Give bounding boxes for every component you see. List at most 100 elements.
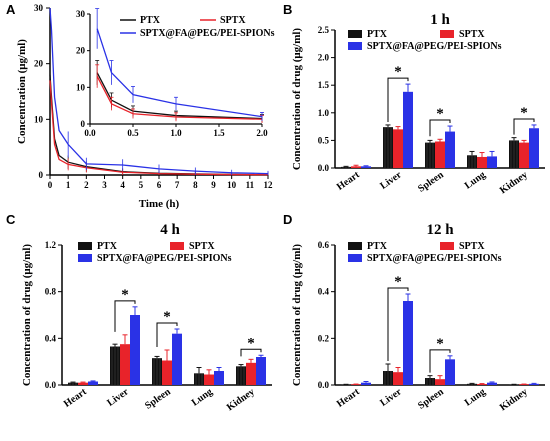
panel-letter-d: D bbox=[283, 212, 292, 227]
legend-swatch bbox=[78, 254, 92, 262]
bar bbox=[351, 384, 361, 385]
legend-label: SPTX bbox=[220, 15, 246, 26]
legend-swatch bbox=[348, 254, 362, 262]
legend-swatch bbox=[348, 42, 362, 50]
legend-label: PTX bbox=[367, 241, 388, 252]
bar bbox=[204, 374, 214, 385]
x-tick-label: 3 bbox=[102, 180, 107, 190]
panel-title: 1 h bbox=[430, 12, 450, 28]
bar bbox=[529, 128, 539, 168]
bar bbox=[529, 383, 539, 385]
panel-letter-a: A bbox=[6, 2, 16, 17]
bar bbox=[445, 359, 455, 385]
panel-b: 0.0 0.5 1.0 1.5 2.0 2.5 Concentration of drug … bbox=[291, 12, 545, 196]
panel-title: 12 h bbox=[426, 222, 454, 238]
significance-star: * bbox=[436, 336, 444, 352]
inset: 0 10 20 30 0.0 0.5 1.0 1.5 2.0 PTX SPTX SPTX@FA@PEG… bbox=[76, 8, 275, 138]
bar bbox=[403, 301, 413, 385]
bar bbox=[130, 315, 140, 385]
legend-label: SPTX@FA@PEG/PEI-SPIONs bbox=[367, 253, 502, 264]
y-tick-label: 0 bbox=[39, 170, 44, 180]
x-tick-label: 6 bbox=[157, 180, 162, 190]
y-tick-label: 0.0 bbox=[318, 380, 330, 390]
category-label: Liver bbox=[378, 169, 404, 192]
y-tick-label: 0.0 bbox=[45, 380, 57, 390]
category-label: Heart bbox=[335, 169, 362, 193]
legend-label: PTX bbox=[140, 15, 161, 26]
legend-swatch bbox=[170, 242, 184, 250]
x-axis-title: Time (h) bbox=[139, 198, 180, 210]
category-label: Heart bbox=[62, 386, 89, 410]
y-tick-label: 20 bbox=[34, 59, 44, 69]
x-tick-label: 7 bbox=[175, 180, 180, 190]
category-label: Lung bbox=[190, 386, 215, 408]
y-tick-label: 0.0 bbox=[318, 163, 330, 173]
y-axis-title: Concentration of drug (μg/ml) bbox=[291, 244, 303, 387]
bar bbox=[214, 371, 224, 385]
bar bbox=[88, 381, 98, 385]
inset-series-sptx-fa-peg-pei-spions bbox=[95, 8, 264, 121]
significance-bracket bbox=[240, 348, 262, 357]
bar bbox=[256, 357, 266, 385]
significance-star: * bbox=[520, 105, 528, 121]
y-tick-label: 0.4 bbox=[45, 333, 57, 343]
category-label: Kidney bbox=[498, 386, 530, 413]
category-label: Spleen bbox=[416, 386, 446, 412]
x-tick-label: 5 bbox=[139, 180, 144, 190]
significance-bracket bbox=[114, 300, 136, 332]
panel-letter-b: B bbox=[283, 2, 292, 17]
inset-y-tick-label: 30 bbox=[76, 9, 86, 19]
legend-swatch bbox=[348, 30, 362, 38]
legend-swatch bbox=[78, 242, 92, 250]
significance-star: * bbox=[247, 335, 255, 351]
category-label: Liver bbox=[105, 386, 131, 409]
x-tick-label: 0 bbox=[48, 180, 53, 190]
category-label: Liver bbox=[378, 386, 404, 409]
bar bbox=[487, 156, 497, 168]
x-tick-label: 12 bbox=[264, 180, 274, 190]
significance-bracket bbox=[387, 287, 409, 361]
y-tick-label: 0.2 bbox=[318, 333, 330, 343]
significance-star: * bbox=[121, 287, 129, 303]
category-label: Lung bbox=[463, 169, 488, 191]
legend-label: SPTX@FA@PEG/PEI-SPIONs bbox=[97, 253, 232, 264]
legend-a: PTX SPTX SPTX@FA@PEG/PEI-SPIONs bbox=[120, 15, 275, 39]
significance-star: * bbox=[394, 64, 402, 80]
significance-bracket bbox=[429, 349, 451, 373]
panel-letter-c: C bbox=[6, 212, 16, 227]
bar bbox=[477, 156, 487, 168]
bar bbox=[120, 344, 130, 385]
x-tick-label: 10 bbox=[227, 180, 237, 190]
inset-series-sptx bbox=[95, 64, 264, 124]
category-label: Kidney bbox=[225, 386, 257, 413]
category-label: Lung bbox=[463, 386, 488, 408]
inset-x-tick-label: 2.0 bbox=[256, 128, 268, 138]
legend-label: SPTX bbox=[459, 29, 485, 40]
significance-bracket bbox=[513, 118, 535, 135]
y-axis-title: Concentration of drug (μg/ml) bbox=[21, 244, 33, 387]
bar bbox=[246, 362, 256, 385]
y-tick-label: 1.2 bbox=[45, 240, 57, 250]
inset-x-tick-label: 0.0 bbox=[84, 128, 96, 138]
bar bbox=[487, 382, 497, 385]
x-tick-label: 2 bbox=[84, 180, 89, 190]
significance-bracket bbox=[429, 119, 451, 137]
y-axis-title: Concentration of drug (μg/ml) bbox=[291, 28, 303, 171]
bar bbox=[403, 91, 413, 168]
inset-y-tick-label: 10 bbox=[76, 82, 86, 92]
category-label: Spleen bbox=[143, 386, 173, 412]
significance-star: * bbox=[394, 274, 402, 290]
panel-c: 0.0 0.4 0.8 1.2 Concentration of drug (μg/ml… bbox=[21, 222, 272, 413]
legend-swatch bbox=[440, 242, 454, 250]
y-tick-label: 30 bbox=[34, 3, 44, 13]
bar bbox=[435, 141, 445, 168]
legend-label: PTX bbox=[97, 241, 118, 252]
y-tick-label: 0.6 bbox=[318, 240, 330, 250]
legend-swatch bbox=[440, 30, 454, 38]
bar bbox=[519, 384, 529, 385]
legend-label: SPTX@FA@PEG/PEI-SPIONs bbox=[367, 41, 502, 52]
bar bbox=[162, 360, 172, 385]
